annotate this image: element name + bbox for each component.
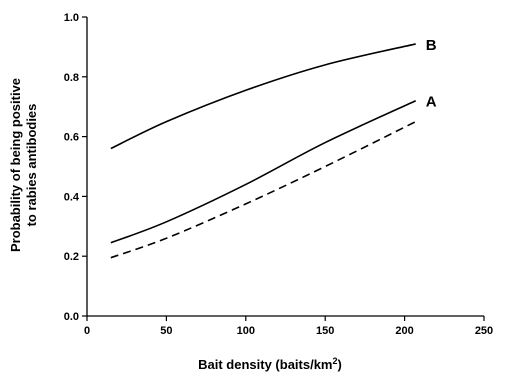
series-line-dashed (110, 120, 417, 259)
x-tick-label: 200 (395, 325, 413, 337)
y-axis-label-line2: to rabies antibodies (24, 104, 39, 227)
y-tick-label: 0.0 (64, 311, 79, 323)
series-line-a (110, 99, 417, 244)
series-layer: BA (110, 37, 437, 259)
y-tick-label: 1.0 (64, 12, 79, 24)
x-tick-label: 100 (237, 325, 255, 337)
labels: Bait density (baits/km2) Probability of … (8, 78, 342, 372)
x-tick-label: 150 (316, 325, 334, 337)
x-axis-label-sup: 2 (333, 356, 338, 366)
axes: 0.0 0.2 0.4 0.6 0.8 1.0 0 50 100 150 200 250 (64, 12, 493, 337)
series-label-b: B (426, 37, 437, 54)
series-line-b (110, 43, 416, 150)
x-axis-label: Bait density (baits/km2) (198, 356, 342, 372)
x-tick-label: 0 (84, 325, 90, 337)
x-tick-label: 250 (475, 325, 493, 337)
y-tick-label: 0.4 (64, 191, 80, 203)
y-tick-label: 0.6 (64, 132, 79, 144)
y-axis-label-line1: Probability of being positive (8, 78, 23, 252)
series-label-a: A (426, 94, 437, 111)
x-tick-label: 50 (160, 325, 172, 337)
x-axis-label-main: Bait density (baits/km (198, 357, 332, 372)
x-axis-label-close: ) (338, 357, 342, 372)
y-tick-label: 0.2 (64, 251, 79, 263)
y-tick-label: 0.8 (64, 72, 79, 84)
